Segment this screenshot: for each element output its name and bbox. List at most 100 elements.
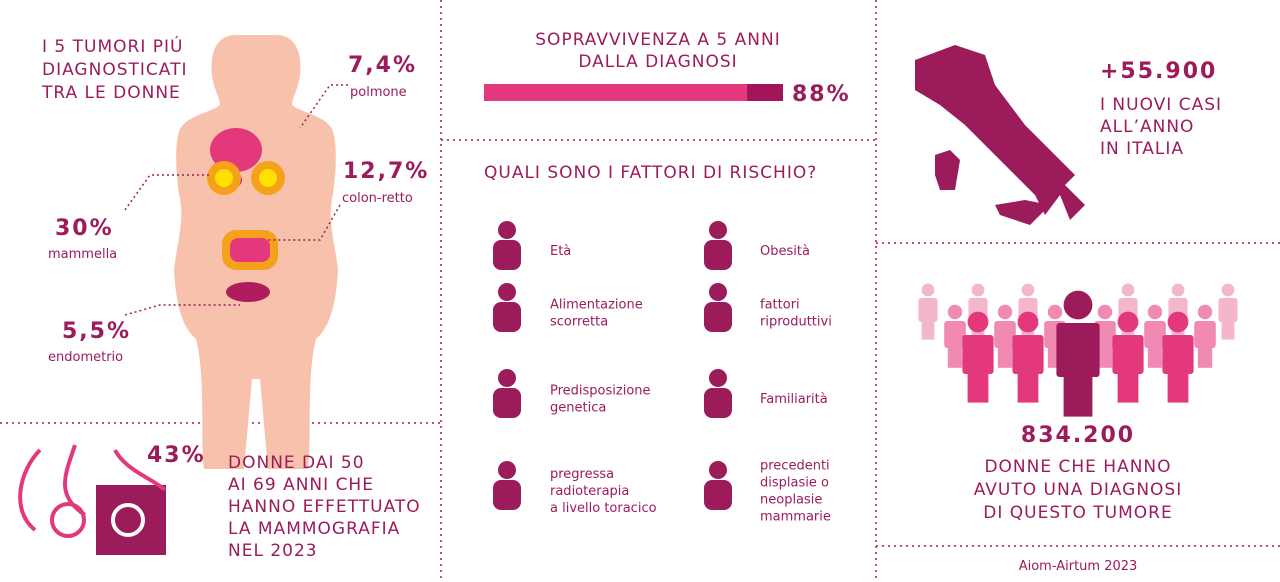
person-icon — [1162, 335, 1194, 374]
risk-icon — [709, 221, 727, 239]
screening-value: 43% — [147, 443, 206, 468]
person-icon — [1117, 371, 1139, 403]
risk-icon — [704, 302, 732, 332]
person-icon — [1012, 335, 1044, 374]
tumor-label: mammella — [48, 247, 117, 262]
person-icon — [1121, 283, 1135, 297]
survival-bar — [484, 84, 748, 101]
person-icon — [962, 335, 994, 374]
person-icon — [1017, 371, 1039, 403]
risk-label: Alimentazione — [550, 298, 643, 313]
person-icon — [1063, 373, 1093, 417]
risk-label: genetica — [550, 401, 606, 416]
person-icon — [1218, 298, 1238, 322]
risk-icon — [493, 388, 521, 418]
person-icon — [1197, 304, 1213, 320]
person-icon — [997, 346, 1013, 368]
diagnosed-value: 834.200 — [1021, 423, 1135, 448]
tumor-label: endometrio — [48, 350, 123, 365]
person-icon — [1117, 311, 1139, 333]
person-icon — [1167, 371, 1189, 403]
diagnosed-text: AVUTO UNA DIAGNOSI — [974, 480, 1183, 500]
risk-label: displasie o — [760, 476, 829, 491]
risk-icon — [493, 302, 521, 332]
risk-label: fattori — [760, 298, 800, 313]
tumor-label: colon-retto — [342, 191, 413, 206]
risk-label: riproduttivi — [760, 315, 832, 330]
risk-icon — [498, 283, 516, 301]
tumor-value: 7,4% — [348, 53, 417, 78]
person-icon — [921, 283, 935, 297]
person-icon — [944, 321, 966, 348]
risk-label: precedenti — [760, 459, 830, 474]
person-icon — [1194, 321, 1216, 348]
italy-text: ALL’ANNO — [1100, 117, 1194, 137]
person-icon — [971, 283, 985, 297]
risk-icon — [709, 461, 727, 479]
person-icon — [1167, 311, 1189, 333]
diagnosed-text: DONNE CHE HANNO — [984, 457, 1171, 477]
risk-icon — [709, 369, 727, 387]
risk-icon — [704, 388, 732, 418]
person-icon — [997, 304, 1013, 320]
risk-label: pregressa — [550, 467, 614, 482]
risk-label: Obesità — [760, 244, 810, 259]
risk-label: Familiarità — [760, 392, 828, 407]
screening-text: AI 69 ANNI CHE — [228, 475, 374, 495]
person-icon — [1097, 346, 1113, 368]
people-icons — [918, 283, 1238, 417]
person-icon — [1056, 323, 1100, 377]
tumor-label: polmone — [350, 85, 407, 100]
risk-icon — [493, 480, 521, 510]
person-icon — [947, 346, 963, 368]
person-icon — [1171, 283, 1185, 297]
person-icon — [967, 311, 989, 333]
italy-value: +55.900 — [1100, 59, 1217, 84]
tumor-value: 30% — [55, 216, 114, 241]
screening-text: HANNO EFFETTUATO — [228, 497, 421, 517]
screening-text: NEL 2023 — [228, 541, 318, 561]
person-icon — [1147, 346, 1163, 368]
person-icon — [1112, 335, 1144, 374]
risk-label: a livello toracico — [550, 501, 657, 516]
survival-title: SOPRAVVIVENZA A 5 ANNI — [535, 30, 780, 50]
survival-title: DALLA DIAGNOSI — [578, 52, 737, 72]
leader-lines — [124, 84, 348, 316]
person-icon — [1147, 304, 1163, 320]
risk-icon — [498, 461, 516, 479]
person-icon — [1197, 346, 1213, 368]
source: Aiom-Airtum 2023 — [1019, 559, 1138, 574]
person-icon — [1063, 290, 1093, 320]
risk-label: Età — [550, 244, 571, 259]
tumors-title: TRA LE DONNE — [41, 83, 181, 103]
risk-icon — [704, 240, 732, 270]
tumors-title: DIAGNOSTICATI — [42, 60, 187, 80]
diagnosed-text: DI QUESTO TUMORE — [983, 503, 1172, 523]
risk-label: scorretta — [550, 315, 608, 330]
tumors-title: I 5 TUMORI PIÚ — [42, 35, 183, 57]
person-icon — [994, 321, 1016, 348]
person-icon — [1021, 283, 1035, 297]
risk-title: QUALI SONO I FATTORI DI RISCHIO? — [484, 163, 817, 183]
breast-icons — [18, 444, 167, 555]
person-icon — [1017, 311, 1039, 333]
risk-icon — [498, 221, 516, 239]
italy-text: I NUOVI CASI — [1100, 95, 1222, 115]
risk-icon — [493, 240, 521, 270]
risk-label: neoplasie — [760, 493, 822, 508]
risk-label: Predisposizione — [550, 384, 651, 399]
person-icon — [967, 371, 989, 403]
person-icon — [947, 304, 963, 320]
tumor-value: 5,5% — [62, 319, 131, 344]
risk-list: Età Obesità Alimentazione scorretta fattori r… — [493, 221, 832, 525]
survival-value: 88% — [792, 82, 851, 107]
person-icon — [1221, 320, 1235, 340]
person-icon — [918, 298, 938, 322]
person-icon — [1221, 283, 1235, 297]
risk-icon — [498, 369, 516, 387]
screening-text: LA MAMMOGRAFIA — [228, 519, 400, 539]
person-icon — [1047, 304, 1063, 320]
risk-label: radioterapia — [550, 484, 629, 499]
